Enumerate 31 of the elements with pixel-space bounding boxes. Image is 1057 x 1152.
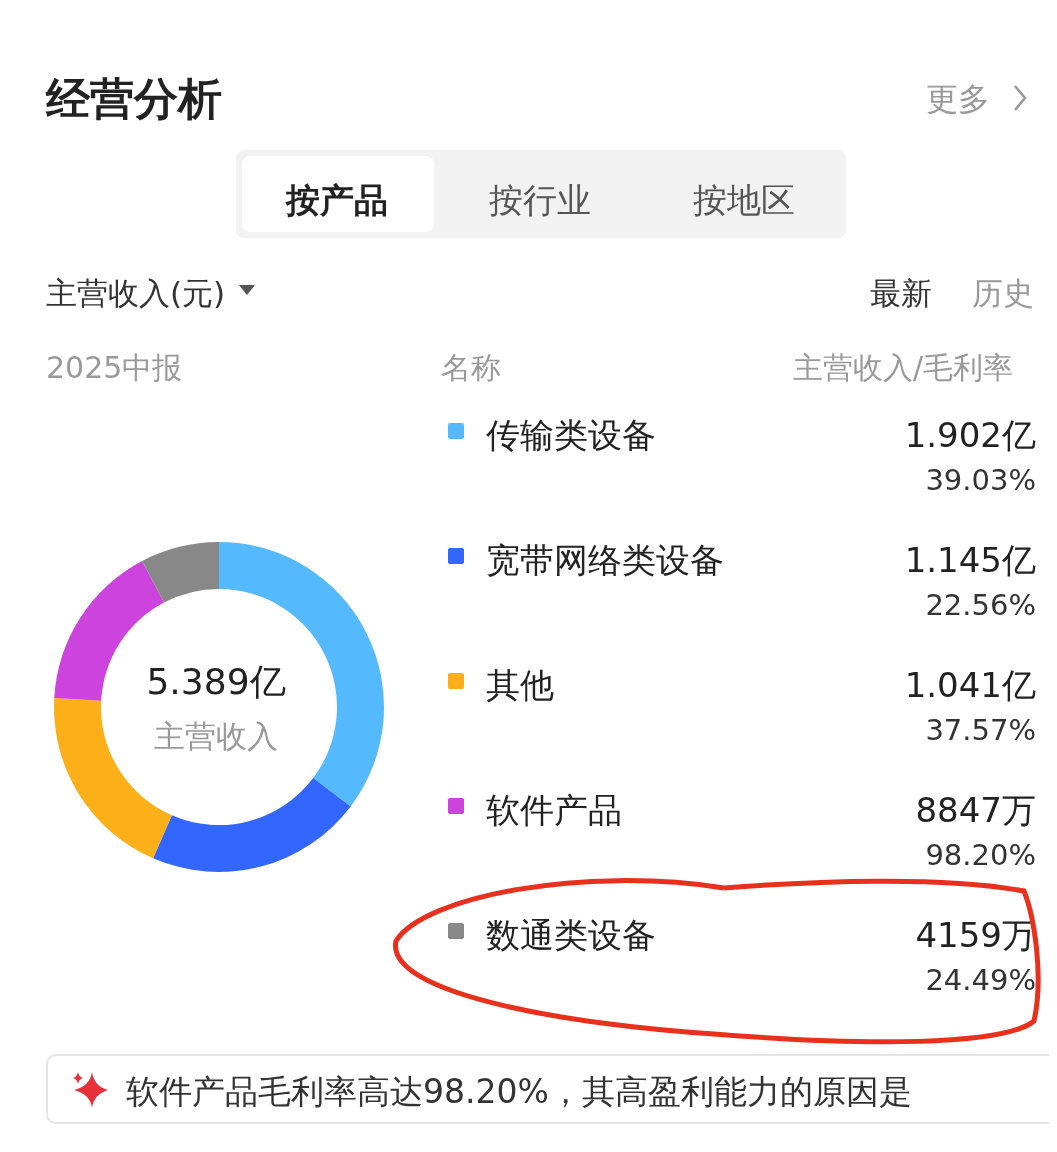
text: 名称: [441, 349, 501, 387]
text: 历史: [972, 274, 1034, 313]
text: 1.902亿: [903, 414, 1036, 457]
text: 更多: [926, 79, 990, 120]
text: 8847万: [914, 789, 1036, 832]
text: 1.041亿: [903, 664, 1036, 707]
legend-label: 宽带网络类设备: [486, 539, 724, 582]
text: 按行业: [489, 179, 591, 222]
text: 98.20%: [924, 838, 1036, 872]
text: 22.56%: [924, 588, 1036, 622]
legend-label: 其他: [486, 664, 554, 707]
text: 最新: [870, 274, 932, 313]
text: 主营收入/毛利率: [793, 349, 1014, 387]
text: 4159万: [914, 914, 1036, 957]
text: 软件产品毛利率高达98.20%，其高盈利能力的原因是: [126, 1071, 912, 1113]
text: 主营收入: [153, 717, 279, 756]
text: 主营收入(元): [46, 274, 226, 313]
text: 5.389亿: [145, 660, 287, 704]
text: 1.145亿: [904, 540, 1036, 580]
text: 2025中报: [46, 349, 183, 387]
legend-label: 传输类设备: [486, 414, 656, 457]
text: 24.49%: [924, 963, 1036, 997]
legend-label: 软件产品: [486, 789, 622, 832]
legend-label: 数通类设备: [486, 914, 656, 957]
text: 37.57%: [924, 713, 1036, 747]
chart-title: 经营分析: [46, 72, 222, 126]
donut-slice: [153, 778, 351, 872]
text: 按产品: [286, 179, 388, 222]
text: 按地区: [693, 179, 795, 222]
donut-slice: [142, 542, 219, 603]
text: 39.03%: [924, 463, 1036, 497]
